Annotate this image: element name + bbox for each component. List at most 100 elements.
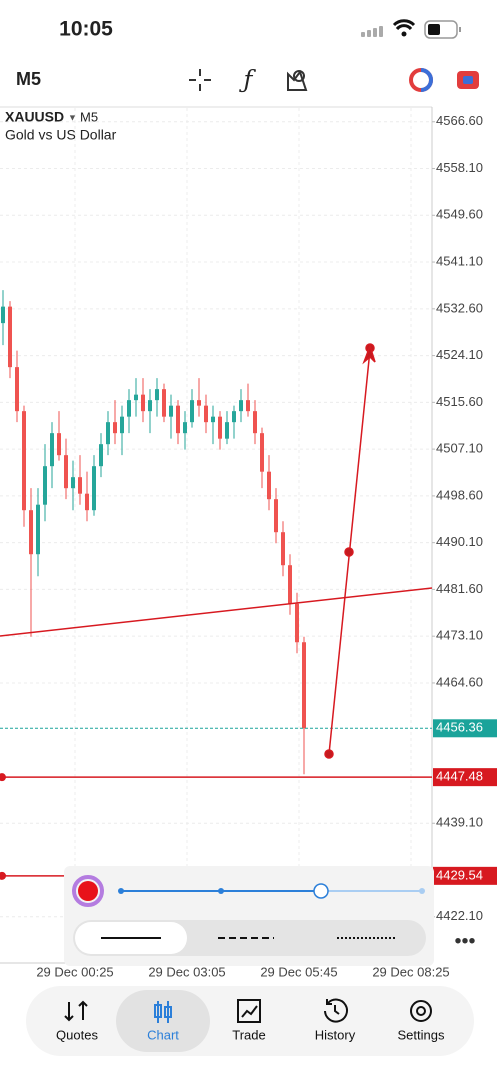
line-settings-panel	[64, 866, 434, 966]
candle-body	[50, 433, 54, 467]
nav-icon	[154, 1001, 172, 1023]
candle-body	[260, 433, 264, 472]
status-time: 10:05	[59, 18, 113, 41]
candle-body	[22, 411, 26, 511]
nav-label: Chart	[147, 1027, 179, 1042]
objects-tool[interactable]	[287, 69, 308, 91]
nav-items: Quotes Chart Trade History Settings	[56, 990, 445, 1052]
candle-body	[120, 416, 124, 434]
time-axis: 29 Dec 00:25 29 Dec 03:05 29 Dec 05:45 29 D…	[36, 964, 449, 979]
candle-body	[232, 411, 236, 423]
candle-body	[253, 411, 257, 434]
candle-body	[127, 400, 131, 417]
price-labels: 4456.36 4447.48 4429.54	[433, 719, 497, 885]
arrow-drawing	[324, 343, 376, 759]
price-label: 4429.54	[436, 867, 483, 882]
y-tick-label: 4566.60	[436, 113, 483, 128]
candle-body	[155, 389, 159, 401]
candle-body	[162, 389, 166, 417]
candle-body	[197, 400, 201, 406]
candle-body	[29, 510, 33, 555]
nav-icon	[324, 998, 348, 1023]
nav-label: History	[315, 1027, 356, 1042]
candle-body	[134, 394, 138, 401]
nav-item[interactable]: Quotes	[56, 1000, 98, 1042]
price-label-box	[433, 768, 497, 787]
symbol: XAUUSD	[5, 109, 64, 125]
candle-body	[36, 504, 40, 555]
symbol-description: Gold vs US Dollar	[5, 127, 117, 143]
candle-body	[43, 466, 47, 505]
more-button[interactable]: •••	[454, 930, 475, 952]
nav-icon	[237, 999, 261, 1023]
candle-body	[106, 422, 110, 445]
nav-item[interactable]: Chart	[116, 990, 210, 1052]
candle-body	[218, 416, 222, 439]
y-tick-label: 4532.60	[436, 300, 483, 315]
trend-line	[0, 587, 433, 637]
x-tick-label: 29 Dec 00:25	[36, 964, 113, 979]
nav-item[interactable]: History	[315, 998, 356, 1042]
candle-body	[183, 422, 187, 434]
candle-body	[225, 422, 229, 439]
candle-body	[141, 394, 145, 412]
line-handle	[0, 773, 6, 782]
candle-body	[267, 471, 271, 500]
symbol-dropdown[interactable]: ▼	[68, 112, 77, 122]
candle-body	[1, 306, 5, 324]
y-tick-label: 4464.60	[436, 674, 483, 689]
candle-body	[239, 400, 243, 412]
color-picker[interactable]	[72, 875, 104, 907]
y-tick-label: 4558.10	[436, 160, 483, 175]
candle-body	[99, 444, 103, 467]
status-icons	[361, 19, 461, 39]
x-tick-label: 29 Dec 03:05	[148, 964, 225, 979]
indicators-tool[interactable]: ƒ	[239, 66, 257, 94]
timeframe-button[interactable]: M5	[16, 69, 41, 89]
y-tick-label: 4549.60	[436, 207, 483, 222]
price-axis: 4566.60 4558.10 4549.60 4541.10 4532.60 4524.…	[432, 113, 483, 923]
y-tick-label: 4439.10	[436, 815, 483, 830]
x-tick-label: 29 Dec 05:45	[260, 964, 337, 979]
crosshair-tool[interactable]	[189, 69, 211, 91]
candles	[1, 290, 306, 775]
y-tick-label: 4490.10	[436, 534, 483, 549]
candle-body	[211, 416, 215, 423]
candle-body	[57, 433, 61, 456]
candle-body	[64, 455, 68, 489]
nav-highlight	[116, 990, 210, 1052]
candle-body	[295, 603, 299, 643]
account-icon[interactable]	[409, 68, 433, 92]
candle-body	[78, 477, 82, 494]
price-label: 4447.48	[436, 769, 483, 784]
nav-label: Settings	[398, 1027, 445, 1042]
nav-item[interactable]: Settings	[398, 1000, 445, 1042]
symbol-timeframe: M5	[80, 109, 98, 124]
candle-body	[148, 400, 152, 412]
nav-label: Trade	[232, 1027, 265, 1042]
candle-body	[169, 405, 173, 417]
price-label-box	[433, 866, 497, 885]
x-tick-label: 29 Dec 08:25	[372, 964, 449, 979]
y-tick-label: 4481.60	[436, 581, 483, 596]
candle-body	[274, 499, 278, 533]
trade-icon[interactable]	[457, 71, 479, 89]
y-tick-label: 4541.10	[436, 253, 483, 268]
candle-body	[302, 642, 306, 729]
price-label-box	[433, 719, 497, 738]
candle-body	[246, 400, 250, 412]
nav-icon	[410, 1000, 433, 1022]
y-tick-label: 4515.60	[436, 394, 483, 409]
candle-body	[15, 367, 19, 412]
grid	[0, 108, 432, 963]
candle-body	[281, 532, 285, 566]
y-tick-label: 4524.10	[436, 347, 483, 362]
candle-body	[204, 405, 208, 423]
nav-icon	[64, 1000, 88, 1022]
candle-body	[8, 306, 12, 368]
price-lines	[0, 727, 432, 880]
nav-item[interactable]: Trade	[232, 999, 266, 1042]
candle-body	[85, 493, 89, 511]
candle-body	[176, 405, 180, 434]
